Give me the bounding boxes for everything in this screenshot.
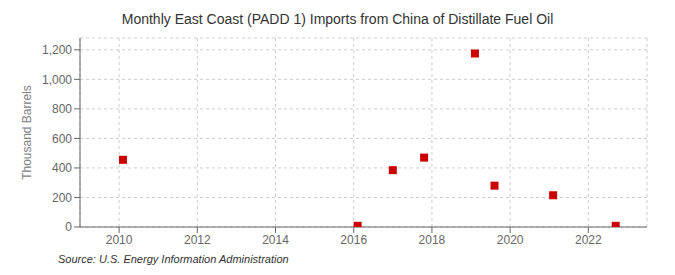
svg-text:800: 800	[52, 102, 72, 116]
svg-text:2010: 2010	[106, 233, 133, 247]
svg-text:600: 600	[52, 132, 72, 146]
svg-text:1,200: 1,200	[42, 43, 72, 57]
svg-text:0: 0	[65, 220, 72, 234]
svg-text:1,000: 1,000	[42, 73, 72, 87]
html-text:Source: U.S. Energy Informatio: Source: U.S. Energy Information Administ…	[58, 253, 289, 265]
svg-text:2016: 2016	[340, 233, 367, 247]
svg-text:Thousand Barrels: Thousand Barrels	[20, 85, 34, 180]
svg-text:2012: 2012	[184, 233, 211, 247]
svg-text:200: 200	[52, 191, 72, 205]
svg-text:400: 400	[52, 161, 72, 175]
svg-text:2020: 2020	[497, 233, 524, 247]
html-text:Monthly East Coast (PADD 1) Im: Monthly East Coast (PADD 1) Imports from…	[121, 11, 554, 27]
svg-text:2022: 2022	[575, 233, 602, 247]
svg-text:2014: 2014	[262, 233, 289, 247]
svg-text:2018: 2018	[419, 233, 446, 247]
